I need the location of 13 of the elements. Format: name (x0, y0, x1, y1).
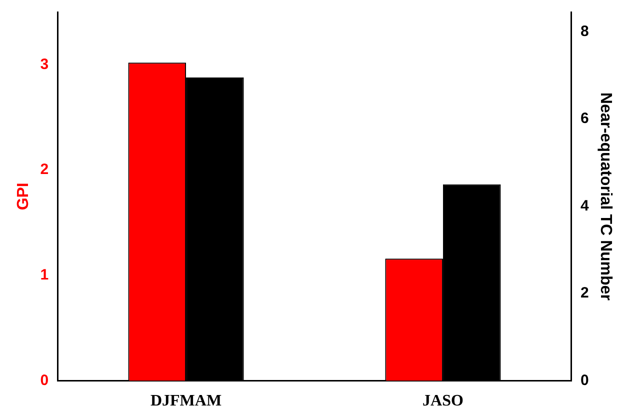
y2-axis-title: Near-equatorial TC Number (596, 92, 614, 300)
x-tick-label: JASO (422, 392, 464, 410)
y2-tick-label: 8 (580, 22, 589, 40)
y-tick-label: 0 (40, 372, 49, 389)
x-tick-label: DJFMAM (150, 392, 222, 410)
y2-tick-label: 2 (580, 284, 589, 302)
y-tick-label: 2 (40, 161, 49, 178)
y2-tick-label: 0 (580, 372, 589, 389)
y-axis-title: GPI (15, 182, 32, 210)
y-tick-label: 1 (40, 266, 49, 284)
y2-tick-label: 4 (580, 197, 590, 214)
y2-tick-label: 6 (580, 110, 589, 128)
y-tick-label: 3 (40, 56, 49, 73)
